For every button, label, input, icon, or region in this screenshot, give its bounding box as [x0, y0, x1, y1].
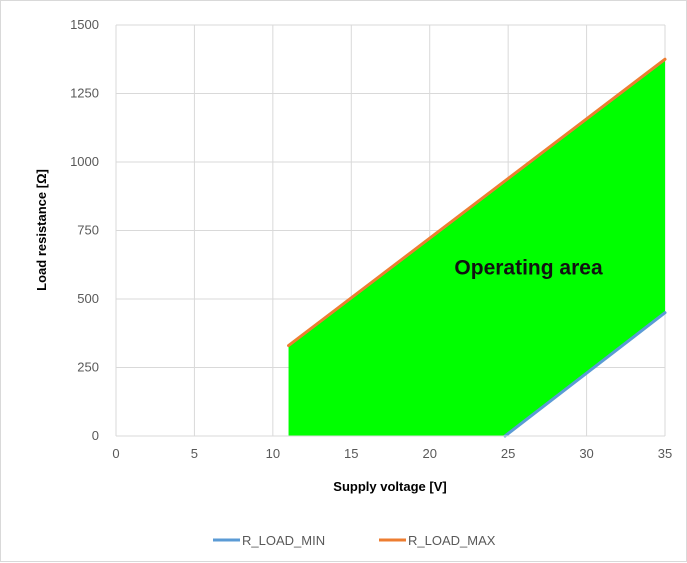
x-axis-title: Supply voltage [V] — [333, 479, 446, 494]
legend: R_LOAD_MIN R_LOAD_MAX — [213, 533, 496, 548]
series-layer — [287, 57, 667, 438]
x-tick-label: 10 — [266, 446, 280, 461]
y-tick-label: 1000 — [70, 154, 99, 169]
operating-area-annotation: Operating area — [454, 256, 603, 279]
y-tick-label: 1250 — [70, 86, 99, 101]
x-tick-label: 30 — [579, 446, 593, 461]
y-tick-label: 0 — [92, 428, 99, 443]
y-tick-label: 250 — [77, 360, 99, 375]
legend-label: R_LOAD_MIN — [242, 533, 325, 548]
operating-area-fill — [288, 59, 665, 436]
series-line-r-load-min — [503, 311, 667, 438]
x-tick-label: 20 — [422, 446, 436, 461]
x-tick-label: 5 — [191, 446, 198, 461]
x-tick-label: 25 — [501, 446, 515, 461]
y-axis-title: Load resistance [Ω] — [34, 169, 49, 291]
series-line-r-load-max — [287, 57, 667, 348]
x-tick-label: 15 — [344, 446, 358, 461]
x-tick-label: 0 — [112, 446, 119, 461]
tick-layer: 0 250 500 750 1000 1250 1500 0 5 10 15 20 25 30 35 — [70, 17, 672, 461]
y-tick-label: 500 — [77, 291, 99, 306]
area-layer — [288, 59, 665, 436]
x-tick-label: 35 — [658, 446, 672, 461]
legend-label: R_LOAD_MAX — [408, 533, 496, 548]
y-tick-label: 750 — [77, 223, 99, 238]
y-tick-label: 1500 — [70, 17, 99, 32]
